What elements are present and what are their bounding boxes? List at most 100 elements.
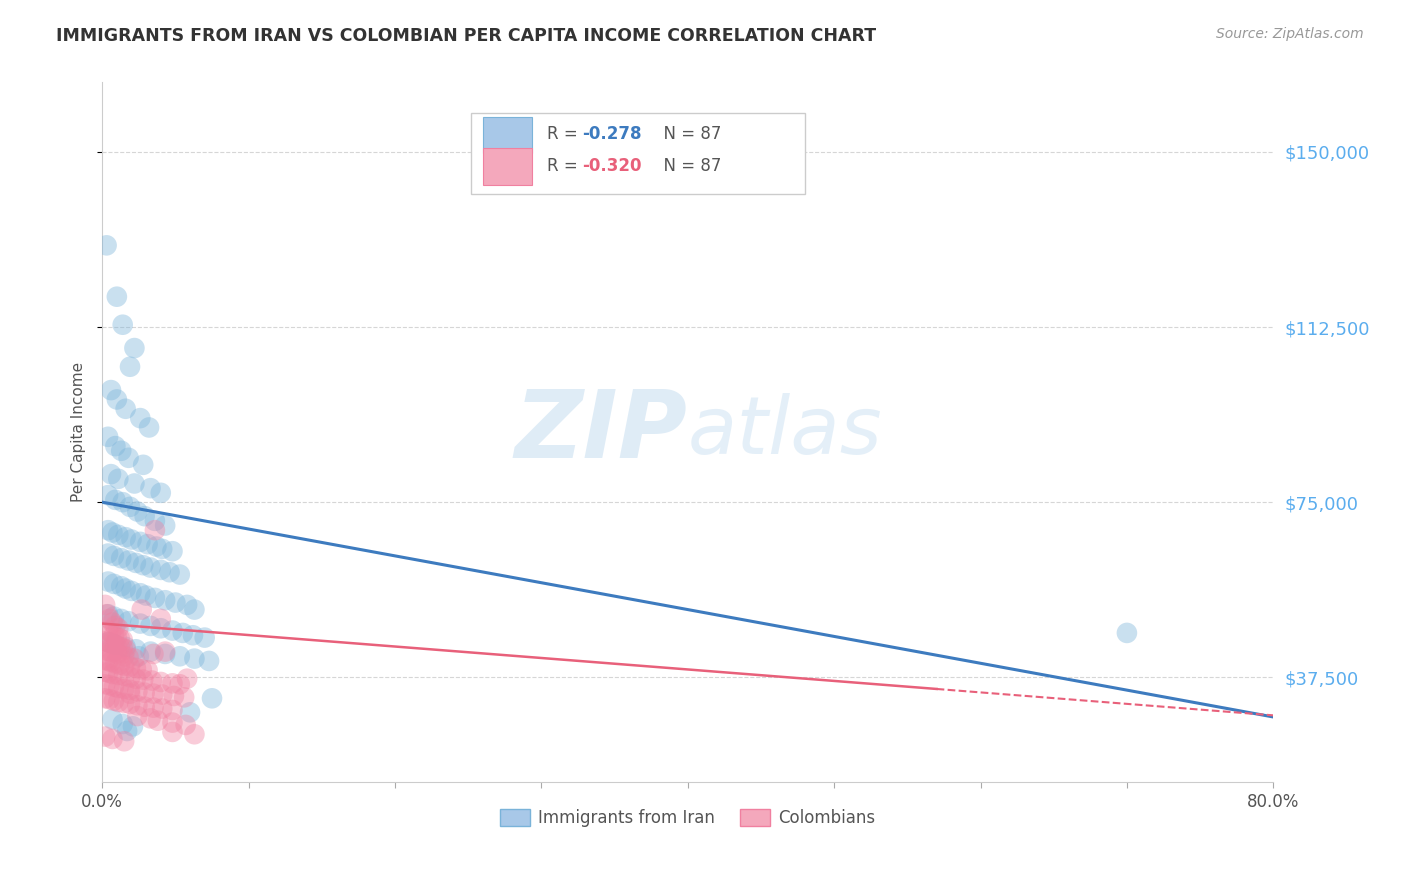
- Point: [94, 634, 117, 648]
- Point: [139, 619, 162, 633]
- Point: [124, 341, 146, 355]
- Point: [149, 612, 172, 626]
- Point: [111, 632, 134, 647]
- Point: [139, 644, 162, 658]
- Point: [112, 696, 135, 710]
- Point: [112, 669, 135, 683]
- Point: [141, 673, 163, 688]
- Point: [150, 701, 173, 715]
- Point: [173, 690, 195, 705]
- Point: [132, 673, 155, 687]
- Point: [118, 500, 141, 514]
- Point: [110, 579, 132, 593]
- Point: [162, 725, 184, 739]
- Point: [100, 467, 122, 482]
- Point: [107, 472, 129, 486]
- Point: [128, 649, 150, 664]
- Point: [94, 730, 117, 744]
- Point: [101, 712, 124, 726]
- Point: [100, 636, 122, 650]
- Point: [135, 589, 157, 603]
- Point: [104, 638, 127, 652]
- Point: [101, 646, 124, 660]
- Point: [105, 290, 128, 304]
- Point: [118, 682, 141, 697]
- Point: [114, 401, 136, 416]
- Point: [98, 612, 121, 626]
- Point: [103, 680, 125, 694]
- Point: [181, 628, 204, 642]
- Point: [103, 609, 125, 624]
- Point: [114, 582, 136, 596]
- Point: [107, 681, 129, 695]
- Text: Source: ZipAtlas.com: Source: ZipAtlas.com: [1216, 27, 1364, 41]
- Legend: Immigrants from Iran, Colombians: Immigrants from Iran, Colombians: [494, 802, 882, 833]
- Point: [169, 677, 191, 691]
- Point: [117, 450, 139, 465]
- Point: [162, 544, 184, 558]
- Point: [107, 528, 129, 542]
- Point: [136, 663, 159, 677]
- Point: [97, 547, 120, 561]
- Text: ZIP: ZIP: [515, 386, 688, 478]
- Point: [103, 693, 125, 707]
- Point: [134, 699, 156, 714]
- Text: -0.278: -0.278: [582, 126, 643, 144]
- Point: [103, 638, 125, 652]
- Text: atlas: atlas: [688, 393, 883, 471]
- Point: [142, 687, 165, 701]
- Text: N = 87: N = 87: [652, 126, 721, 144]
- Point: [111, 495, 134, 509]
- Point: [149, 621, 172, 635]
- Point: [104, 619, 127, 633]
- Point: [142, 700, 165, 714]
- Point: [98, 678, 121, 692]
- Point: [179, 706, 201, 720]
- Point: [127, 684, 149, 698]
- Point: [150, 688, 173, 702]
- Point: [103, 549, 125, 563]
- Text: IMMIGRANTS FROM IRAN VS COLOMBIAN PER CAPITA INCOME CORRELATION CHART: IMMIGRANTS FROM IRAN VS COLOMBIAN PER CA…: [56, 27, 876, 45]
- Point: [129, 534, 152, 549]
- Point: [138, 420, 160, 434]
- Point: [97, 523, 120, 537]
- Point: [149, 486, 172, 500]
- Point: [150, 541, 173, 556]
- Point: [97, 654, 120, 668]
- Point: [105, 392, 128, 407]
- Point: [134, 509, 156, 524]
- Point: [110, 443, 132, 458]
- Point: [111, 717, 134, 731]
- Point: [127, 709, 149, 723]
- Point: [127, 698, 149, 713]
- Point: [174, 718, 197, 732]
- Point: [132, 458, 155, 472]
- Point: [104, 657, 127, 671]
- Point: [114, 530, 136, 544]
- Point: [94, 653, 117, 667]
- Point: [183, 727, 205, 741]
- Point: [183, 651, 205, 665]
- Point: [1116, 626, 1139, 640]
- Point: [125, 661, 148, 675]
- Text: -0.320: -0.320: [582, 157, 643, 175]
- Point: [114, 642, 136, 657]
- Point: [96, 238, 118, 252]
- Point: [94, 691, 117, 706]
- Point: [117, 650, 139, 665]
- Point: [142, 647, 165, 661]
- Point: [124, 476, 146, 491]
- Point: [114, 640, 136, 654]
- Point: [118, 697, 141, 711]
- Point: [100, 626, 122, 640]
- Point: [112, 658, 135, 673]
- Point: [153, 518, 176, 533]
- Point: [134, 686, 156, 700]
- Point: [100, 655, 122, 669]
- Point: [145, 540, 167, 554]
- Point: [139, 481, 162, 495]
- Point: [131, 602, 153, 616]
- Point: [118, 670, 141, 684]
- Point: [198, 654, 221, 668]
- Text: N = 87: N = 87: [652, 157, 721, 175]
